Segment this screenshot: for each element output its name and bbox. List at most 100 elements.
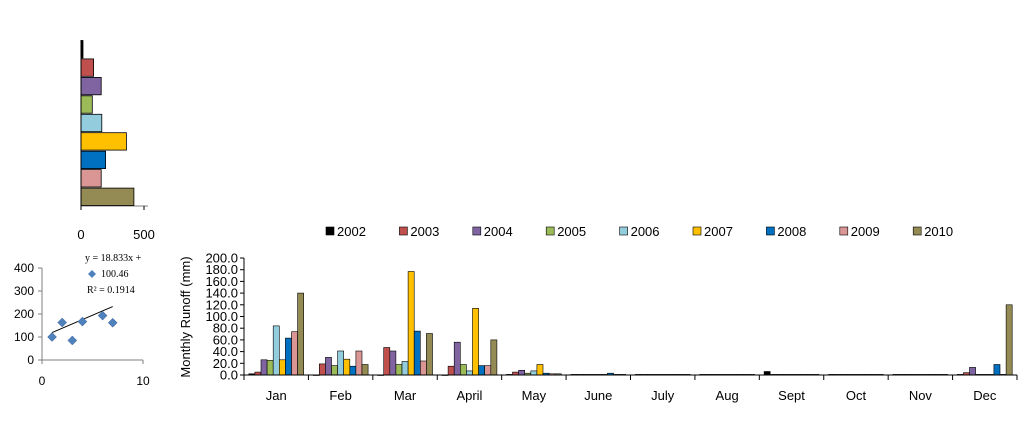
- bar-2006-Jan: [272, 325, 280, 376]
- main-x-tick-label: May: [522, 388, 547, 403]
- bar-2004-May: [518, 369, 525, 376]
- legend-label-2007: 2007: [704, 224, 733, 239]
- scatter-point: [47, 332, 57, 342]
- scatter-y-tick-label: 0: [27, 353, 34, 367]
- legend-label-2005: 2005: [557, 224, 586, 239]
- trendline-equation-line1: y = 18.833x +: [85, 253, 142, 264]
- bar-2003-April: [447, 365, 455, 376]
- main-y-tick-label: 40.0: [213, 344, 238, 359]
- main-x-tick-label: Jan: [266, 388, 287, 403]
- scatter-y-tick-label: 200: [14, 307, 34, 321]
- legend-label-2002: 2002: [337, 224, 366, 239]
- bar-2010-Dec: [1005, 304, 1013, 376]
- bar-2007-Jan: [278, 359, 286, 376]
- scatter-point: [97, 310, 108, 321]
- bar-2010-Jan: [297, 292, 305, 376]
- main-x-tick-label: Nov: [909, 388, 933, 403]
- bar-2007-April: [472, 307, 479, 376]
- bar-2008-April: [478, 365, 486, 376]
- bar-2007-Feb: [343, 358, 351, 376]
- scatter-y-tick-label: 300: [14, 284, 34, 298]
- main-x-tick-label: June: [584, 388, 612, 403]
- bar-2007-Mar: [407, 271, 415, 376]
- hbar-2005: [80, 95, 93, 114]
- hbar-2007: [80, 132, 127, 151]
- main-x-tick-label: Feb: [329, 388, 351, 403]
- main-y-tick-label: 200.0: [205, 251, 238, 266]
- legend-swatch-2004: [472, 226, 482, 236]
- bar-2003-Mar: [383, 347, 391, 376]
- main-y-tick-label: 100.0: [205, 309, 238, 324]
- main-y-tick-label: 80.0: [213, 321, 238, 336]
- bar-2007-May: [536, 364, 544, 376]
- legend-label-2008: 2008: [777, 224, 806, 239]
- bar-2006-April: [466, 370, 473, 376]
- bar-2010-Mar: [426, 333, 433, 376]
- bar-2010-Feb: [361, 364, 369, 376]
- scatter-legend-marker: [88, 270, 96, 278]
- chart-legend: 2002 2003 2004 2005 2006 2007 2008 2009 2010: [325, 224, 953, 239]
- bar-2004-Dec: [969, 367, 976, 376]
- bar-2006-Feb: [337, 350, 345, 376]
- main-y-tick-label: 180.0: [205, 262, 238, 277]
- monthly-runoff-bar-chart: 0.020.040.060.080.0100.0120.0140.0160.01…: [178, 251, 1018, 403]
- legend-swatch-2010: [912, 226, 922, 236]
- bar-2009-Jan: [291, 331, 298, 376]
- bar-2009-Mar: [419, 360, 427, 376]
- main-y-tick-label: 120.0: [205, 297, 238, 312]
- bar-2008-Feb: [349, 365, 357, 376]
- trendline-r-squared: R² = 0.1914: [87, 285, 135, 296]
- bar-2004-Feb: [325, 357, 332, 376]
- scatter-y-tick-label: 100: [14, 330, 34, 344]
- legend-swatch-2007: [692, 226, 702, 236]
- legend-swatch-2003: [399, 226, 408, 236]
- bar-2004-April: [453, 341, 461, 376]
- main-y-tick-label: 160.0: [205, 274, 238, 289]
- bar-2009-April: [484, 365, 492, 376]
- bar-2009-Feb: [355, 350, 363, 376]
- main-y-axis-label: Monthly Runoff (mm): [178, 256, 193, 377]
- bar-2006-May: [530, 370, 538, 376]
- scatter-y-tick-label: 400: [14, 261, 34, 275]
- hbar-2003: [80, 58, 95, 77]
- main-x-tick-label: Mar: [394, 388, 417, 403]
- scatter-point: [107, 317, 118, 328]
- bar-2008-Jan: [285, 337, 292, 376]
- main-x-tick-label: Sept: [778, 388, 805, 403]
- main-x-tick-label: Aug: [716, 388, 739, 403]
- legend-label-2006: 2006: [631, 224, 660, 239]
- bar-2005-April: [459, 364, 467, 376]
- legend-label-2004: 2004: [484, 224, 513, 239]
- bar-2010-April: [490, 339, 498, 376]
- hbar-x-tick-label: 0: [77, 227, 84, 242]
- hbar-2009: [80, 169, 102, 188]
- hbar-2008: [80, 150, 107, 169]
- bar-2004-Jan: [260, 359, 268, 376]
- bar-2004-Mar: [389, 350, 397, 376]
- scatter-x-tick-label: 0: [39, 374, 46, 388]
- hbar-2006: [80, 113, 103, 133]
- bar-2008-Dec: [993, 364, 1001, 376]
- scatter-x-tick-label: 10: [136, 374, 150, 388]
- scatter-point: [67, 335, 78, 346]
- main-y-tick-label: 140.0: [205, 286, 238, 301]
- main-x-tick-label: Dec: [973, 388, 997, 403]
- hbar-x-tick-label: 500: [133, 227, 155, 242]
- scatter-point: [77, 316, 88, 327]
- main-y-tick-label: 60.0: [213, 332, 238, 347]
- bar-2005-Feb: [331, 365, 338, 376]
- legend-swatch-2006: [619, 226, 628, 236]
- legend-label-2009: 2009: [851, 224, 880, 239]
- bar-2002-Sept: [763, 371, 771, 376]
- bar-2008-Mar: [413, 330, 421, 376]
- bar-2005-Mar: [395, 364, 403, 376]
- legend-label-2003: 2003: [410, 224, 439, 239]
- legend-swatch-2008: [766, 226, 775, 236]
- main-y-tick-label: 20.0: [213, 356, 238, 371]
- hbar-2004: [80, 77, 102, 96]
- scatter-point: [57, 317, 68, 328]
- bar-2003-Feb: [318, 363, 326, 376]
- main-x-tick-label: Oct: [846, 388, 867, 403]
- bar-2005-Jan: [266, 360, 274, 376]
